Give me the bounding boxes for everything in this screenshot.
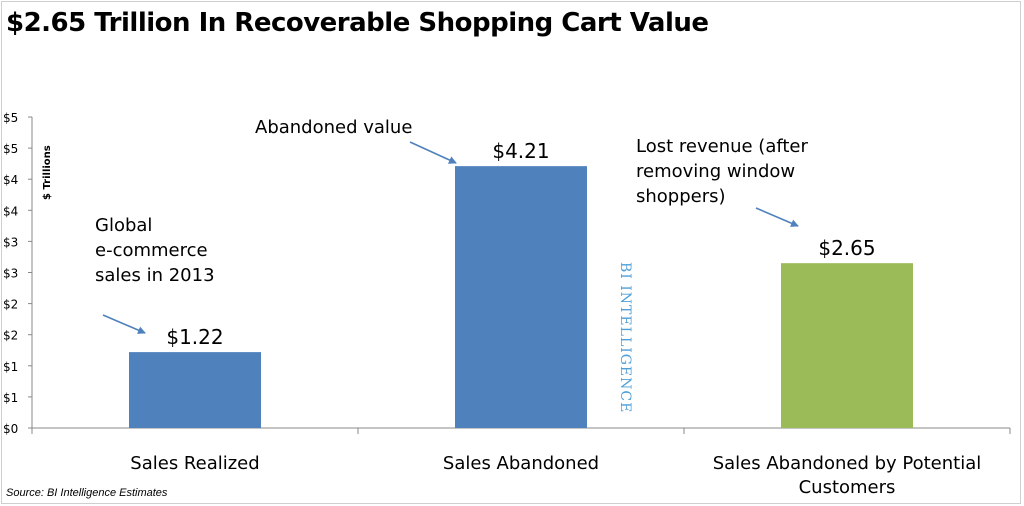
y-ticks: $0 $1 $1 $2 $2 $3 $3 $4 $4 $5 $5 <box>3 111 32 436</box>
annotation-line: shoppers) <box>636 186 726 207</box>
y-tick-label: $4 <box>3 173 18 187</box>
y-tick-label: $5 <box>3 111 18 125</box>
y-axis-label: $ Trillions <box>42 145 53 200</box>
data-labels: $1.22 $4.21 $2.65 <box>166 139 875 349</box>
data-label: $1.22 <box>166 325 223 349</box>
bar <box>455 166 587 428</box>
x-tick-label: Sales Abandoned <box>443 453 599 474</box>
annotation-line: e-commerce <box>95 240 208 261</box>
annotation-line: sales in 2013 <box>95 265 215 286</box>
y-tick-label: $4 <box>3 204 18 218</box>
x-tick-label: Sales Abandoned by Potential <box>713 453 982 474</box>
data-label: $4.21 <box>492 139 549 163</box>
annotation-line: Global <box>95 215 153 236</box>
annotation-line: removing window <box>636 161 796 182</box>
annotation-abandoned-value: Abandoned value <box>255 115 412 140</box>
y-tick-label: $0 <box>3 422 18 436</box>
bar <box>781 263 913 428</box>
source-note: Source: BI Intelligence Estimates <box>6 487 168 499</box>
watermark: BI INTELLIGENCE <box>617 262 633 413</box>
annotation-arrow <box>102 314 146 334</box>
bars <box>129 166 913 428</box>
y-tick-label: $5 <box>3 142 18 156</box>
y-tick-label: $2 <box>3 329 18 343</box>
y-tick-label: $1 <box>3 391 18 405</box>
annotation-line: Lost revenue (after <box>636 136 808 157</box>
data-label: $2.65 <box>818 236 875 260</box>
y-tick-label: $2 <box>3 298 18 312</box>
annotation-arrows <box>102 141 799 334</box>
bar <box>129 352 261 428</box>
chart-title: $2.65 Trillion In Recoverable Shopping C… <box>6 8 709 38</box>
annotation-line: Abandoned value <box>255 117 413 138</box>
y-tick-label: $3 <box>3 267 18 281</box>
annotation-global-sales: Global e-commerce sales in 2013 <box>95 213 215 288</box>
annotation-lost-revenue: Lost revenue (after removing window shoppe… <box>636 134 808 209</box>
y-tick-label: $1 <box>3 360 18 374</box>
x-tick-labels: Sales Realized Sales Abandoned Sales Aband… <box>130 453 981 498</box>
x-tick-label: Sales Realized <box>130 453 259 474</box>
y-tick-label: $3 <box>3 235 18 249</box>
annotation-arrow <box>409 141 457 164</box>
x-tick-label: Customers <box>799 477 896 498</box>
annotation-arrow <box>755 207 799 227</box>
